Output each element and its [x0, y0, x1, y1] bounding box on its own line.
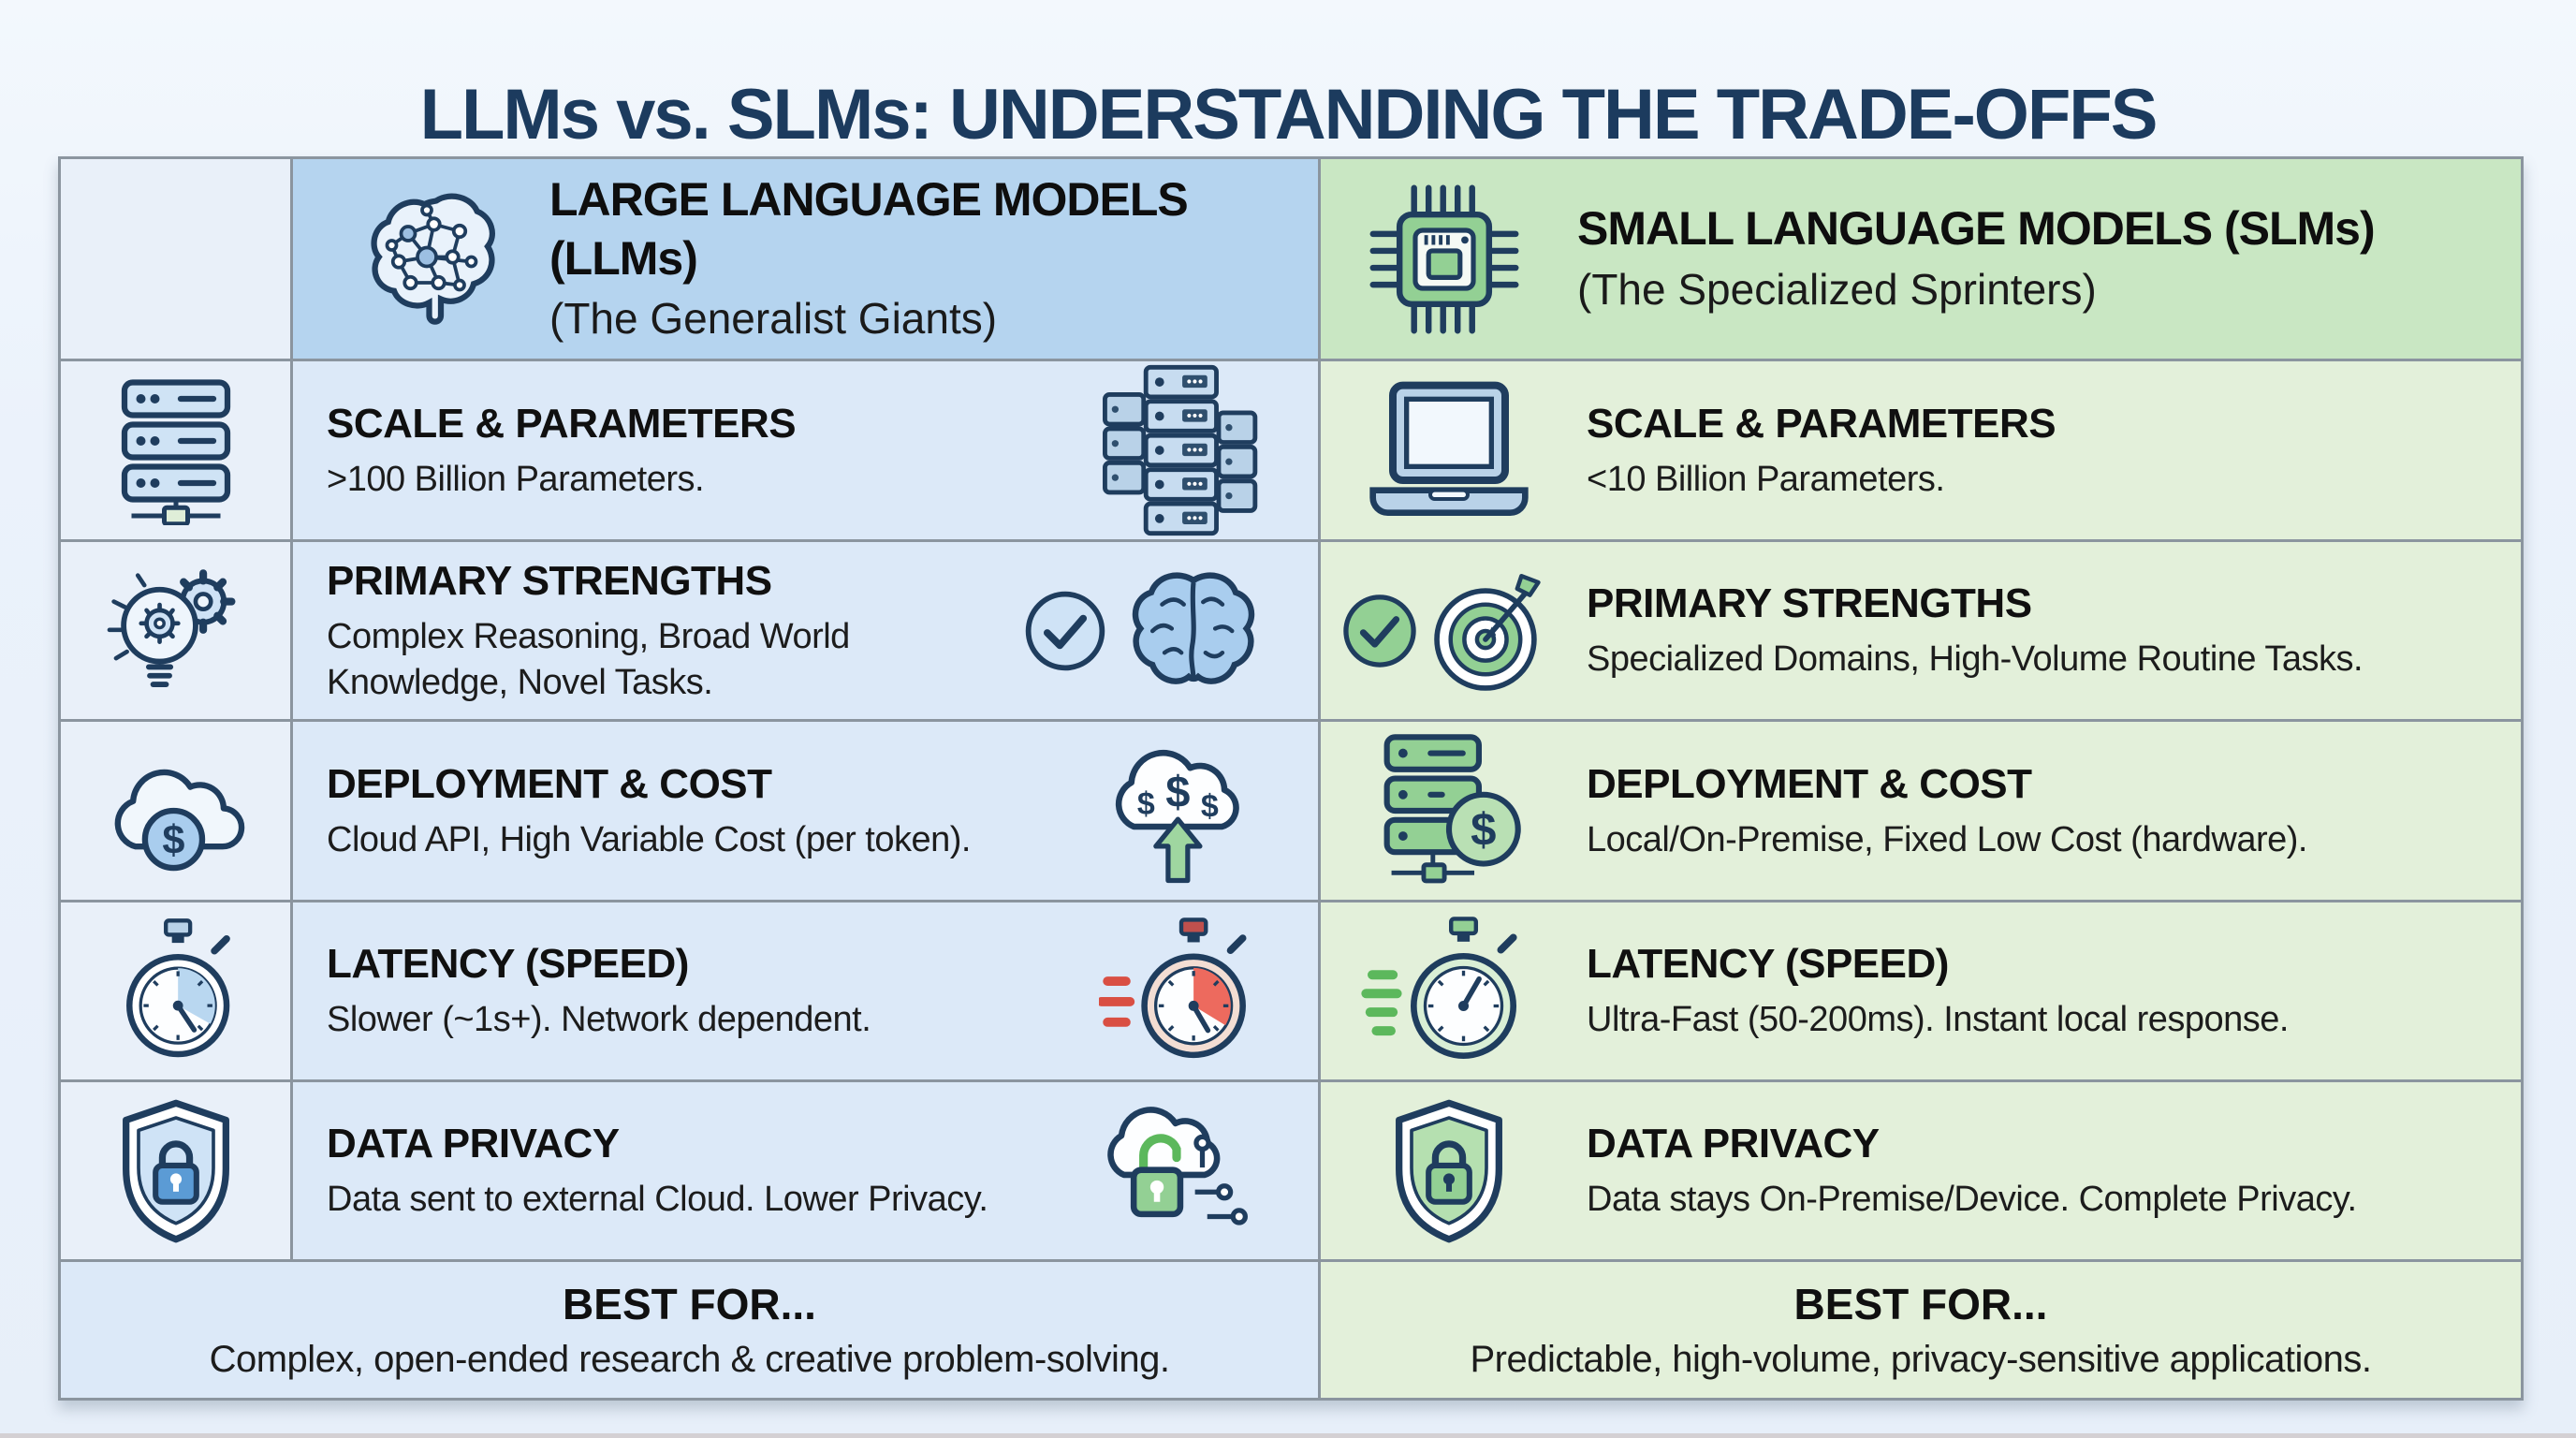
lightbulb-gear-icon	[107, 568, 235, 687]
feature-title: DEPLOYMENT & COST	[1587, 760, 2032, 807]
llm-privacy-cell: DATA PRIVACY Data sent to external Cloud…	[293, 1082, 1321, 1262]
feature-text: Complex Reasoning, Broad World Knowledge…	[327, 616, 850, 702]
bestfor-text: Predictable, high-volume, privacy-sensit…	[1470, 1339, 2372, 1380]
check-circle-icon	[1343, 594, 1416, 668]
slm-scale-cell: SCALE & PARAMETERS <10 Billion Parameter…	[1321, 361, 2521, 542]
llm-bestfor-cell: BEST FOR... Complex, open-ended research…	[61, 1262, 1321, 1398]
brain-network-icon	[371, 193, 495, 325]
llm-deployment-cell: DEPLOYMENT & COST Cloud API, High Variab…	[293, 722, 1321, 902]
row-deployment-icon-cell: $	[61, 722, 293, 902]
llm-scale-cell: SCALE & PARAMETERS >100 Billion Paramete…	[293, 361, 1321, 542]
slm-strengths-cell: PRIMARY STRENGTHS Specialized Domains, H…	[1321, 542, 2521, 722]
feature-title: SCALE & PARAMETERS	[1587, 400, 2056, 447]
stopwatch-green-speed-icon	[1361, 916, 1517, 1059]
svg-text:$: $	[1471, 805, 1496, 856]
svg-text:$: $	[162, 818, 184, 863]
svg-text:$: $	[1165, 767, 1190, 816]
header-empty-cell	[61, 159, 293, 361]
feature-title: DATA PRIVACY	[1587, 1121, 1880, 1167]
shield-lock-icon	[122, 1099, 229, 1242]
shield-lock-green-icon	[1396, 1099, 1502, 1242]
svg-text:$: $	[1137, 786, 1155, 822]
feature-text: <10 Billion Parameters.	[1587, 459, 1945, 499]
row-scale-icon-cell	[61, 361, 293, 542]
slm-deployment-cell: $ DEPLOYMENT & COST Local/On-Premise, Fi…	[1321, 722, 2521, 902]
feature-text: Cloud API, High Variable Cost (per token…	[327, 819, 971, 859]
cloud-dollars-up-arrow-icon: $ $ $	[1115, 749, 1239, 884]
row-strengths-icon-cell	[61, 542, 293, 722]
bestfor-title: BEST FOR...	[563, 1280, 816, 1328]
bestfor-text: Complex, open-ended research & creative …	[209, 1339, 1170, 1380]
slm-bestfor-cell: BEST FOR... Predictable, high-volume, pr…	[1321, 1262, 2521, 1398]
slm-header-title: SMALL LANGUAGE MODELS (SLMs)	[1577, 202, 2376, 256]
server-stack-icon	[121, 379, 230, 525]
stopwatch-red-speed-icon	[1099, 917, 1247, 1058]
feature-text: Data sent to external Cloud. Lower Priva…	[327, 1180, 988, 1220]
feature-title: LATENCY (SPEED)	[327, 941, 689, 988]
server-dollar-icon: $	[1383, 734, 1521, 884]
microchip-icon	[1369, 184, 1519, 333]
feature-text: Local/On-Premise, Fixed Low Cost (hardwa…	[1587, 819, 2307, 859]
bestfor-title: BEST FOR...	[1793, 1280, 2048, 1328]
llm-latency-cell: LATENCY (SPEED) Slower (~1s+). Network d…	[293, 902, 1321, 1082]
row-latency-icon-cell	[61, 902, 293, 1082]
feature-text: >100 Billion Parameters.	[327, 459, 705, 499]
server-rack-icon	[1103, 364, 1258, 536]
check-circle-icon	[1025, 591, 1105, 670]
feature-text: Ultra-Fast (50-200ms). Instant local res…	[1587, 1000, 2289, 1040]
feature-title: DATA PRIVACY	[327, 1121, 620, 1167]
comparison-table: LARGE LANGUAGE MODELS (LLMs) (The Genera…	[58, 156, 2524, 1401]
brain-icon	[1132, 571, 1255, 684]
feature-text: Specialized Domains, High-Volume Routine…	[1587, 639, 2364, 680]
llm-strengths-cell: PRIMARY STRENGTHS Complex Reasoning, Bro…	[293, 542, 1321, 722]
slm-header-cell: SMALL LANGUAGE MODELS (SLMs) (The Specia…	[1321, 159, 2521, 361]
llm-header-cell: LARGE LANGUAGE MODELS (LLMs) (The Genera…	[293, 159, 1321, 361]
cloud-dollar-icon: $	[114, 769, 244, 872]
slm-header-subtitle: (The Specialized Sprinters)	[1577, 264, 2097, 314]
target-dart-icon	[1434, 573, 1541, 691]
feature-text: Data stays On-Premise/Device. Complete P…	[1587, 1180, 2357, 1220]
feature-title: LATENCY (SPEED)	[1587, 941, 1949, 988]
slm-privacy-cell: DATA PRIVACY Data stays On-Premise/Devic…	[1321, 1082, 2521, 1262]
stopwatch-icon	[125, 917, 230, 1057]
bottom-edge-strip	[0, 1433, 2576, 1438]
slm-latency-cell: LATENCY (SPEED) Ultra-Fast (50-200ms). I…	[1321, 902, 2521, 1082]
svg-text:$: $	[1201, 789, 1219, 825]
feature-title: PRIMARY STRENGTHS	[327, 557, 772, 604]
feature-text: Slower (~1s+). Network dependent.	[327, 1000, 871, 1040]
feature-title: PRIMARY STRENGTHS	[1587, 580, 2032, 627]
row-privacy-icon-cell	[61, 1082, 293, 1262]
llm-header-subtitle: (The Generalist Giants)	[549, 294, 998, 344]
feature-title: SCALE & PARAMETERS	[327, 400, 797, 447]
laptop-icon	[1369, 381, 1529, 516]
page-title: LLMs vs. SLMs: UNDERSTANDING THE TRADE-O…	[419, 74, 2159, 154]
cloud-unlock-circuit-icon	[1107, 1106, 1248, 1225]
llm-header-title: LARGE LANGUAGE MODELS (LLMs)	[549, 173, 1189, 285]
feature-title: DEPLOYMENT & COST	[327, 760, 772, 807]
